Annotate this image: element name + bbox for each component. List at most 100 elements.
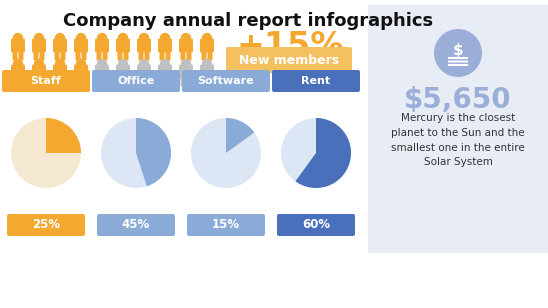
FancyBboxPatch shape	[33, 50, 38, 60]
Text: +15%: +15%	[236, 30, 344, 63]
FancyBboxPatch shape	[158, 64, 172, 79]
FancyBboxPatch shape	[179, 64, 193, 79]
FancyBboxPatch shape	[137, 64, 151, 79]
FancyBboxPatch shape	[200, 64, 214, 79]
FancyBboxPatch shape	[95, 38, 109, 52]
Text: Mercury is the closest
planet to the Sun and the
smallest one in the entire
Sola: Mercury is the closest planet to the Sun…	[391, 113, 525, 168]
Wedge shape	[46, 118, 81, 153]
Circle shape	[203, 59, 212, 68]
Text: 60%: 60%	[302, 218, 330, 232]
FancyBboxPatch shape	[2, 70, 90, 92]
Circle shape	[281, 118, 351, 188]
FancyBboxPatch shape	[186, 50, 191, 60]
FancyBboxPatch shape	[82, 50, 87, 60]
FancyBboxPatch shape	[117, 50, 123, 60]
FancyBboxPatch shape	[33, 75, 38, 87]
FancyBboxPatch shape	[145, 50, 150, 60]
Circle shape	[35, 34, 43, 43]
FancyBboxPatch shape	[116, 38, 130, 52]
FancyBboxPatch shape	[139, 75, 144, 87]
Circle shape	[191, 118, 261, 188]
Circle shape	[55, 59, 65, 68]
Circle shape	[140, 34, 149, 43]
Wedge shape	[226, 118, 254, 153]
FancyBboxPatch shape	[82, 75, 87, 87]
Text: 15%: 15%	[212, 218, 240, 232]
FancyBboxPatch shape	[165, 50, 170, 60]
Circle shape	[77, 59, 85, 68]
Circle shape	[161, 59, 169, 68]
FancyBboxPatch shape	[13, 50, 18, 60]
FancyBboxPatch shape	[165, 75, 170, 87]
FancyBboxPatch shape	[60, 75, 66, 87]
FancyBboxPatch shape	[60, 50, 66, 60]
FancyBboxPatch shape	[102, 75, 107, 87]
FancyBboxPatch shape	[19, 50, 24, 60]
Circle shape	[98, 34, 106, 43]
FancyBboxPatch shape	[39, 50, 44, 60]
FancyBboxPatch shape	[54, 50, 60, 60]
FancyBboxPatch shape	[95, 64, 109, 79]
Text: $5,650: $5,650	[404, 86, 512, 114]
FancyBboxPatch shape	[76, 50, 81, 60]
Circle shape	[203, 34, 212, 43]
Circle shape	[434, 29, 482, 77]
FancyBboxPatch shape	[76, 75, 81, 87]
Circle shape	[14, 34, 22, 43]
FancyBboxPatch shape	[180, 50, 186, 60]
FancyBboxPatch shape	[368, 5, 548, 253]
FancyBboxPatch shape	[139, 50, 144, 60]
FancyBboxPatch shape	[208, 50, 213, 60]
FancyBboxPatch shape	[74, 38, 88, 52]
Circle shape	[55, 34, 65, 43]
Circle shape	[14, 59, 22, 68]
Wedge shape	[136, 118, 171, 186]
FancyBboxPatch shape	[13, 75, 18, 87]
FancyBboxPatch shape	[53, 38, 67, 52]
FancyBboxPatch shape	[32, 38, 46, 52]
FancyBboxPatch shape	[226, 47, 352, 73]
Circle shape	[35, 59, 43, 68]
FancyBboxPatch shape	[74, 64, 88, 79]
Text: Office: Office	[117, 76, 155, 86]
FancyBboxPatch shape	[92, 70, 180, 92]
FancyBboxPatch shape	[11, 64, 25, 79]
Circle shape	[98, 59, 106, 68]
FancyBboxPatch shape	[179, 38, 193, 52]
Text: New members: New members	[239, 54, 339, 67]
Circle shape	[181, 59, 191, 68]
FancyBboxPatch shape	[272, 70, 360, 92]
FancyBboxPatch shape	[19, 75, 24, 87]
Text: $: $	[453, 43, 463, 59]
FancyBboxPatch shape	[137, 38, 151, 52]
FancyBboxPatch shape	[116, 64, 130, 79]
FancyBboxPatch shape	[187, 214, 265, 236]
Circle shape	[101, 118, 171, 188]
FancyBboxPatch shape	[182, 70, 270, 92]
Circle shape	[140, 59, 149, 68]
Circle shape	[181, 34, 191, 43]
FancyBboxPatch shape	[186, 75, 191, 87]
Circle shape	[11, 118, 81, 188]
FancyBboxPatch shape	[96, 50, 101, 60]
FancyBboxPatch shape	[123, 50, 128, 60]
FancyBboxPatch shape	[54, 75, 60, 87]
Text: Software: Software	[198, 76, 254, 86]
FancyBboxPatch shape	[7, 214, 85, 236]
Circle shape	[118, 34, 128, 43]
FancyBboxPatch shape	[208, 75, 213, 87]
FancyBboxPatch shape	[39, 75, 44, 87]
Text: 45%: 45%	[122, 218, 150, 232]
Wedge shape	[295, 118, 351, 188]
Circle shape	[161, 34, 169, 43]
Circle shape	[77, 34, 85, 43]
Text: Staff: Staff	[31, 76, 61, 86]
FancyBboxPatch shape	[158, 38, 172, 52]
FancyBboxPatch shape	[277, 214, 355, 236]
FancyBboxPatch shape	[180, 75, 186, 87]
Text: Rent: Rent	[301, 76, 330, 86]
Text: Company annual report infographics: Company annual report infographics	[63, 12, 433, 30]
FancyBboxPatch shape	[102, 50, 107, 60]
FancyBboxPatch shape	[202, 75, 207, 87]
FancyBboxPatch shape	[123, 75, 128, 87]
